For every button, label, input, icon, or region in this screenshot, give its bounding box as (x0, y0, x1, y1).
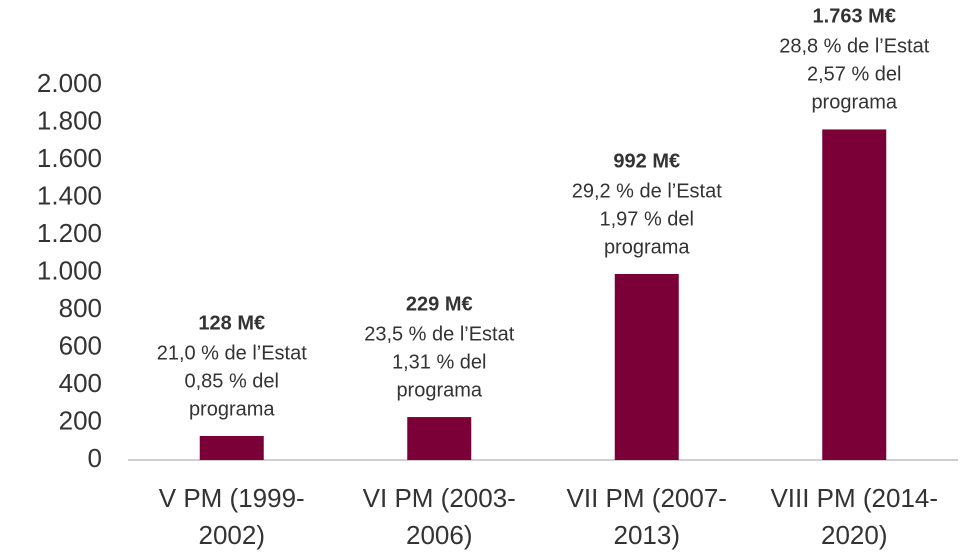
annotation: 21,0 % de l’Estat (157, 342, 308, 364)
annotation: 28,8 % de l’Estat (779, 36, 930, 58)
bar (199, 436, 264, 460)
value-label: 128 M€ (198, 312, 265, 334)
x-tick-label: VII PM (2007- 2013) (567, 483, 727, 550)
value-label: 1.763 M€ (813, 6, 896, 28)
y-tick-label: 1.600 (37, 143, 102, 173)
y-tick-label: 400 (59, 368, 102, 398)
x-tick-label-line: 2002) (199, 520, 266, 550)
y-tick-label: 200 (59, 405, 102, 435)
annotation: 23,5 % de l’Estat (364, 323, 515, 345)
annotation: 29,2 % de l’Estat (572, 180, 723, 202)
y-tick-label: 1.800 (37, 105, 102, 135)
bar (407, 417, 472, 460)
x-tick-label-line: 2020) (821, 520, 888, 550)
y-tick-label: 800 (59, 293, 102, 323)
x-tick-label-line: 2013) (614, 520, 681, 550)
annotation: programa (189, 398, 275, 420)
y-tick-label: 600 (59, 330, 102, 360)
x-tick-label-line: VIII PM (2014- (770, 483, 938, 513)
value-label: 992 M€ (613, 150, 680, 172)
bar (822, 129, 887, 460)
value-label: 229 M€ (406, 293, 473, 315)
y-tick-label: 2.000 (37, 68, 102, 98)
y-tick-label: 1.200 (37, 218, 102, 248)
x-tick-label-line: 2006) (406, 520, 473, 550)
annotation: 1,97 % del (599, 208, 694, 230)
annotation: 0,85 % del (184, 370, 279, 392)
y-tick-label: 1.000 (37, 255, 102, 285)
x-tick-label: V PM (1999- 2002) (159, 483, 305, 550)
annotation: 2,57 % del (807, 64, 902, 86)
y-tick-label: 0 (88, 443, 102, 473)
annotation: programa (604, 236, 690, 258)
y-tick-label: 1.400 (37, 180, 102, 210)
x-tick-label-line: VII PM (2007- (567, 483, 727, 513)
annotation: 1,31 % del (392, 351, 487, 373)
x-tick-label-line: VI PM (2003- (363, 483, 516, 513)
x-tick-label: VI PM (2003- 2006) (363, 483, 516, 550)
x-tick-label-line: V PM (1999- (159, 483, 305, 513)
annotation: programa (811, 92, 897, 114)
annotation: programa (396, 379, 482, 401)
bar (614, 274, 679, 460)
x-tick-label: VIII PM (2014- 2020) (770, 483, 938, 550)
